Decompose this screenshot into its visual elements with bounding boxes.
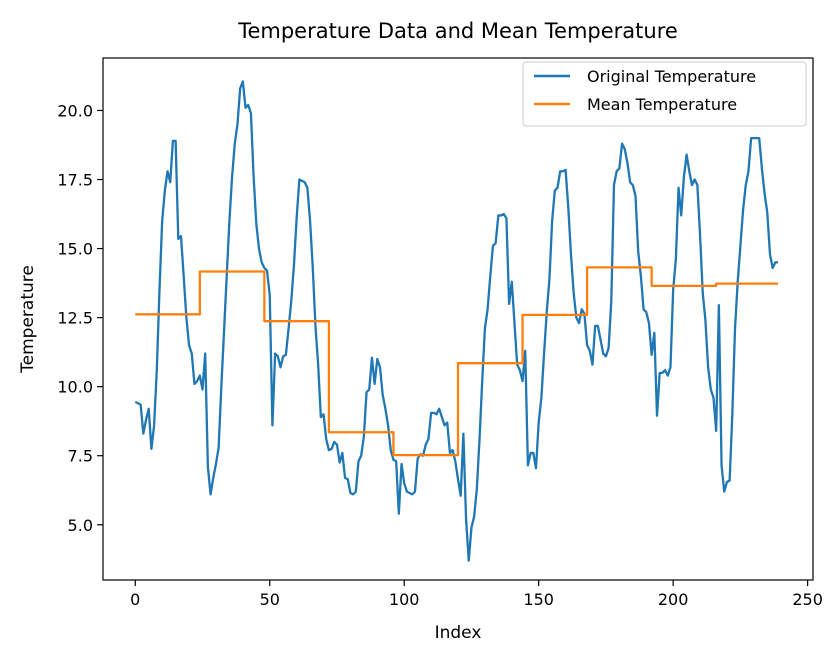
legend-label-original-temperature: Original Temperature (587, 67, 756, 86)
x-axis: 0 50 100 150 200 250 (130, 580, 823, 609)
y-tick-label: 20.0 (57, 101, 93, 120)
y-axis-title: Temperature (18, 265, 38, 374)
x-tick-label: 50 (260, 590, 280, 609)
y-tick-label: 12.5 (57, 309, 93, 328)
x-tick-label: 100 (389, 590, 420, 609)
y-tick-label: 10.0 (57, 378, 93, 397)
y-axis: 5.0 7.5 10.0 12.5 15.0 17.5 20.0 (57, 101, 103, 535)
chart-title: Temperature Data and Mean Temperature (237, 19, 678, 43)
y-tick-label: 15.0 (57, 240, 93, 259)
series-line-mean-temperature (135, 266, 779, 457)
legend: Original Temperature Mean Temperature (522, 61, 807, 127)
y-tick-label: 7.5 (68, 447, 93, 466)
legend-frame (522, 61, 807, 127)
x-tick-label: 250 (792, 590, 823, 609)
x-tick-label: 200 (658, 590, 689, 609)
x-tick-label: 150 (523, 590, 554, 609)
series-line-original-temperature (134, 80, 779, 562)
plot-frame (102, 57, 814, 581)
x-axis-title: Index (435, 623, 482, 643)
y-tick-label: 5.0 (68, 516, 93, 535)
legend-label-mean-temperature: Mean Temperature (587, 95, 737, 114)
y-tick-label: 17.5 (57, 171, 93, 190)
x-tick-label: 0 (130, 590, 140, 609)
series-layer (134, 80, 779, 562)
